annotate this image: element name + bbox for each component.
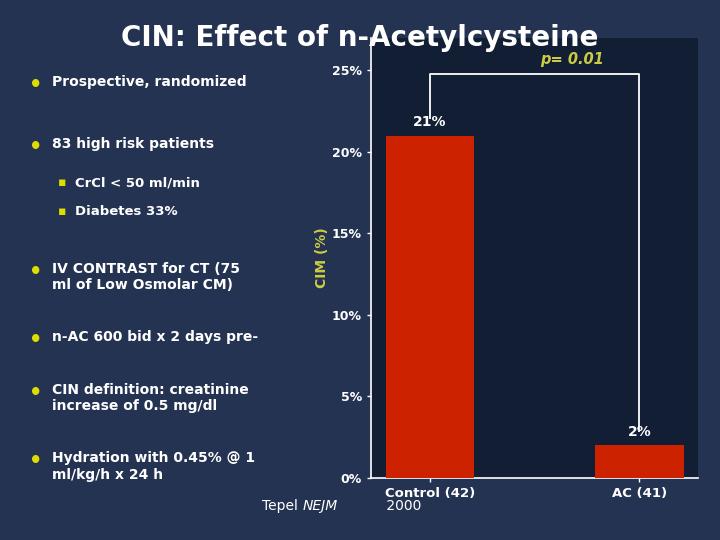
Text: •: •: [30, 262, 42, 282]
Y-axis label: CIM (%): CIM (%): [315, 227, 329, 288]
Text: NEJM: NEJM: [302, 499, 338, 513]
Text: 83 high risk patients: 83 high risk patients: [53, 137, 215, 151]
Text: Tepel: Tepel: [262, 499, 302, 513]
Text: ▪: ▪: [58, 205, 66, 218]
Text: Hydration with 0.45% @ 1
ml/kg/h x 24 h: Hydration with 0.45% @ 1 ml/kg/h x 24 h: [53, 451, 256, 482]
Text: •: •: [30, 451, 42, 471]
Text: CrCl < 50 ml/min: CrCl < 50 ml/min: [76, 177, 200, 190]
Text: •: •: [30, 137, 42, 157]
Text: p= 0.01: p= 0.01: [541, 52, 604, 67]
Text: CIN definition: creatinine
increase of 0.5 mg/dl: CIN definition: creatinine increase of 0…: [53, 383, 249, 414]
Text: Prospective, randomized: Prospective, randomized: [53, 75, 247, 89]
Text: ▪: ▪: [58, 177, 66, 190]
Text: IV CONTRAST for CT (75
ml of Low Osmolar CM): IV CONTRAST for CT (75 ml of Low Osmolar…: [53, 262, 240, 293]
Text: •: •: [30, 75, 42, 95]
Bar: [386, 136, 474, 478]
Text: CIN: Effect of n-Acetylcysteine: CIN: Effect of n-Acetylcysteine: [121, 24, 599, 52]
Text: 2%: 2%: [628, 425, 652, 439]
Text: n-AC 600 bid x 2 days pre-: n-AC 600 bid x 2 days pre-: [53, 330, 258, 345]
Text: 2000: 2000: [382, 499, 421, 513]
Text: •: •: [30, 330, 42, 350]
Text: •: •: [30, 383, 42, 403]
Bar: [595, 446, 683, 478]
Text: 21%: 21%: [413, 115, 446, 129]
Text: Diabetes 33%: Diabetes 33%: [76, 205, 178, 218]
